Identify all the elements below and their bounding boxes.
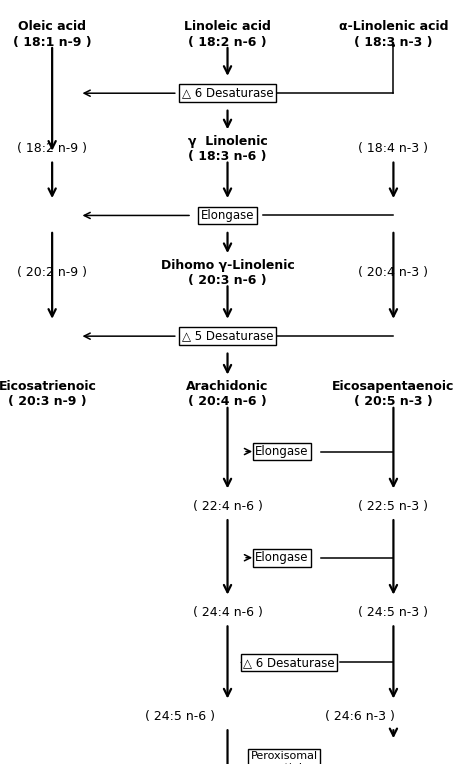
Text: ( 20:3 n-6 ): ( 20:3 n-6 ) [188, 274, 267, 287]
Text: ( 22:5 n-3 ): ( 22:5 n-3 ) [358, 500, 428, 513]
Text: ( 22:4 n-6 ): ( 22:4 n-6 ) [192, 500, 263, 513]
Text: ( 24:6 n-3 ): ( 24:6 n-3 ) [325, 710, 395, 724]
Text: Eicosapentaenoic: Eicosapentaenoic [332, 380, 455, 393]
Text: △ 6 Desaturase: △ 6 Desaturase [182, 86, 273, 100]
Text: Linoleic acid: Linoleic acid [184, 20, 271, 34]
Text: ( 20:4 n-3 ): ( 20:4 n-3 ) [358, 266, 428, 280]
Text: △ 6 Desaturase: △ 6 Desaturase [243, 656, 335, 669]
Text: ( 18:3 n-6 ): ( 18:3 n-6 ) [188, 150, 267, 163]
Text: Peroxisomal
partial
β  Oxidation: Peroxisomal partial β Oxidation [250, 751, 319, 764]
Text: ( 20:4 n-6 ): ( 20:4 n-6 ) [188, 395, 267, 409]
Text: △ 5 Desaturase: △ 5 Desaturase [182, 329, 273, 343]
Text: ( 20:3 n-9 ): ( 20:3 n-9 ) [8, 395, 87, 409]
Text: ( 18:4 n-3 ): ( 18:4 n-3 ) [358, 142, 428, 156]
Text: Arachidonic: Arachidonic [186, 380, 269, 393]
Text: Eicosatrienoic: Eicosatrienoic [0, 380, 96, 393]
Text: ( 18:2 n-6 ): ( 18:2 n-6 ) [188, 35, 267, 49]
Text: γ  Linolenic: γ Linolenic [188, 134, 267, 148]
Text: ( 24:5 n-3 ): ( 24:5 n-3 ) [358, 606, 428, 620]
Text: ( 24:4 n-6 ): ( 24:4 n-6 ) [192, 606, 263, 620]
Text: Elongase: Elongase [201, 209, 254, 222]
Text: ( 20:2 n-9 ): ( 20:2 n-9 ) [17, 266, 87, 280]
Text: ( 18:1 n-9 ): ( 18:1 n-9 ) [13, 35, 91, 49]
Text: ( 18:3 n-3 ): ( 18:3 n-3 ) [354, 35, 433, 49]
Text: α-Linolenic acid: α-Linolenic acid [338, 20, 448, 34]
Text: Oleic acid: Oleic acid [18, 20, 86, 34]
Text: Dihomo γ-Linolenic: Dihomo γ-Linolenic [161, 258, 294, 272]
Text: Elongase: Elongase [255, 445, 309, 458]
Text: ( 24:5 n-6 ): ( 24:5 n-6 ) [145, 710, 215, 724]
Text: Elongase: Elongase [255, 551, 309, 565]
Text: ( 18:2 n-9 ): ( 18:2 n-9 ) [17, 142, 87, 156]
Text: ( 20:5 n-3 ): ( 20:5 n-3 ) [354, 395, 433, 409]
